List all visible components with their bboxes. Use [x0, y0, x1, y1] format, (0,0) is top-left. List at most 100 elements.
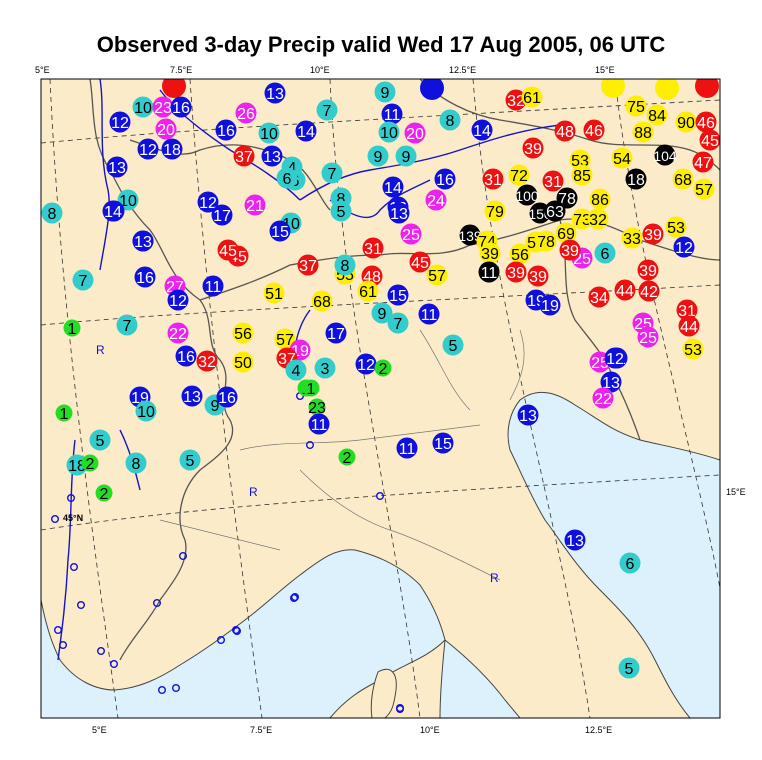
station-value: 42	[640, 284, 658, 301]
station-dot	[274, 328, 296, 350]
station-value: 7	[394, 316, 403, 333]
station-marker: 32	[587, 208, 609, 230]
station-value: 31	[364, 241, 382, 258]
station-value: 33	[623, 231, 641, 248]
station-marker: 44	[678, 315, 700, 337]
station-value: 6	[626, 556, 635, 573]
station-value: 56	[234, 326, 252, 343]
station-dot	[396, 437, 418, 459]
station-value: 32	[198, 354, 216, 371]
station-value: 7	[323, 103, 332, 120]
station-dot	[571, 208, 593, 230]
station-marker: 13	[106, 156, 128, 178]
station-marker: 39	[505, 261, 527, 283]
station-value: 2	[86, 456, 95, 473]
station-marker: 45	[217, 239, 239, 261]
station-value: 72	[510, 168, 528, 185]
station-dot	[642, 223, 664, 245]
station-dot	[521, 86, 543, 108]
station-value: 39	[639, 263, 657, 280]
station-value: 6	[283, 171, 292, 188]
station-value: 17	[327, 326, 345, 343]
station-dot	[484, 200, 506, 222]
station-value: 11	[481, 265, 498, 282]
station-dot	[588, 286, 610, 308]
station-dot	[374, 359, 392, 377]
station-marker: 20	[155, 118, 177, 140]
station-marker: 5	[618, 657, 640, 679]
station-marker: 23	[308, 398, 326, 417]
station-value: 13	[108, 160, 126, 177]
station-marker: 57	[426, 264, 448, 286]
station-value: 48	[556, 124, 574, 141]
station-value: 14	[473, 123, 491, 140]
station-value: 14	[384, 180, 402, 197]
station-dot	[625, 95, 647, 117]
station-value: 44	[680, 319, 698, 336]
station-value: 78	[537, 234, 555, 251]
station-value: 32	[589, 212, 607, 229]
station-dot	[625, 168, 647, 190]
station-value: 16	[177, 349, 195, 366]
station-marker: 13	[264, 82, 286, 104]
station-marker: 11	[381, 103, 403, 125]
station-dot	[587, 208, 609, 230]
station-value: 16	[172, 100, 190, 117]
station-value: 2	[379, 361, 388, 378]
station-value: 53	[667, 220, 685, 237]
zero-precip-marker	[376, 492, 385, 501]
station-marker: 11	[202, 275, 224, 297]
station-value: 53	[684, 342, 702, 359]
station-value: 6	[601, 246, 610, 263]
station-marker: 85	[571, 164, 593, 186]
station-value: 31	[678, 303, 696, 320]
station-marker: 5	[442, 334, 464, 356]
station-dot	[517, 404, 539, 426]
station-marker: 75	[625, 95, 647, 117]
station-dot	[638, 280, 660, 302]
station-value: 4	[288, 160, 297, 177]
station-dot	[162, 79, 186, 98]
zero-precip-marker	[152, 599, 161, 608]
map-letter-label: R	[490, 571, 499, 585]
station-dot	[167, 322, 189, 344]
station-value: 24	[427, 193, 445, 210]
lon-label-top-4: 15°E	[595, 65, 615, 75]
station-marker: 68	[672, 168, 694, 190]
station-value: 13	[519, 408, 537, 425]
station-dot	[564, 529, 586, 551]
station-dot	[155, 118, 177, 140]
station-value: 88	[634, 125, 652, 142]
station-dot	[308, 398, 326, 416]
station-value: 12	[111, 115, 129, 132]
station-dot	[264, 82, 286, 104]
station-value: 13	[602, 375, 620, 392]
station-marker: 8	[125, 452, 147, 474]
station-marker: 1	[55, 404, 73, 423]
station-dot	[387, 284, 409, 306]
station-value: 18	[68, 458, 86, 475]
station-value: 47	[694, 155, 712, 172]
station-dot	[302, 379, 320, 397]
station-dot	[261, 145, 283, 167]
station-value: 10	[134, 100, 152, 117]
station-marker: 8	[334, 254, 356, 276]
station-dot	[314, 357, 336, 379]
station-value: 44	[616, 283, 634, 300]
station-dot	[362, 237, 384, 259]
station-marker: 84	[646, 104, 668, 126]
station-dot	[371, 302, 393, 324]
station-value: 11	[311, 417, 328, 434]
station-value: 56	[511, 247, 529, 264]
station-value: 45	[219, 243, 237, 260]
station-value: 104	[653, 148, 677, 164]
station-marker: 13	[132, 230, 154, 252]
station-dot	[215, 119, 237, 141]
station-marker: 15	[432, 432, 454, 454]
lon-label-bottom-2: 10°E	[420, 725, 440, 735]
station-dot	[175, 345, 197, 367]
station-marker: 12	[167, 289, 189, 311]
station-value: 20	[157, 122, 175, 139]
station-value: 1	[68, 321, 77, 338]
station-value: 39	[644, 227, 662, 244]
